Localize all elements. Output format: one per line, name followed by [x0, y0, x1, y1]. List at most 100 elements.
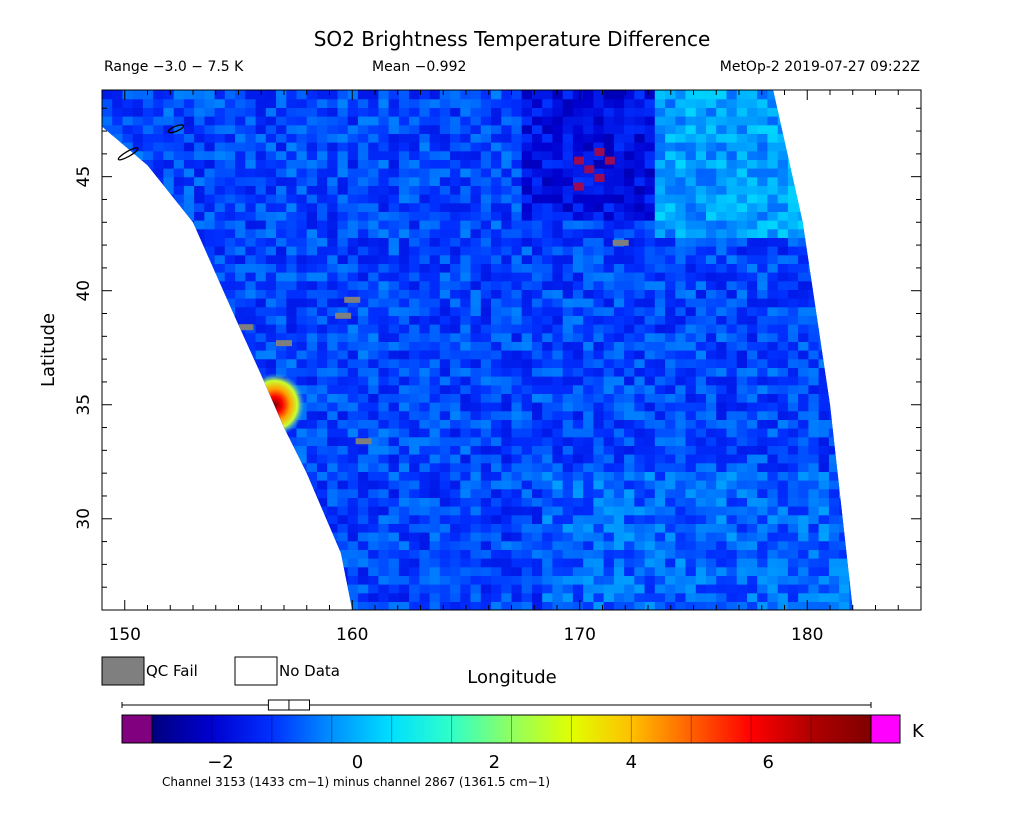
swath-cell	[214, 575, 226, 585]
swath-cell	[818, 272, 830, 282]
swath-cell	[429, 185, 441, 195]
swath-cell	[716, 90, 727, 100]
swath-cell	[122, 506, 134, 516]
swath-cell	[644, 107, 656, 117]
swath-cell	[224, 107, 236, 117]
swath-cell	[860, 333, 871, 342]
swath-cell	[378, 98, 390, 108]
swath-cell	[173, 289, 185, 299]
swath-cell	[378, 220, 390, 230]
swath-cell	[706, 211, 717, 221]
swath-cell	[327, 168, 338, 178]
swath-cell	[388, 445, 400, 455]
swath-cell	[317, 384, 328, 394]
swath-cell	[306, 211, 318, 221]
swath-cell	[695, 116, 707, 126]
swath-cell	[716, 159, 727, 169]
swath-cell	[603, 107, 615, 117]
swath-cell	[583, 367, 594, 377]
swath-cell	[491, 428, 502, 438]
swath-cell	[583, 358, 594, 368]
swath-cell	[839, 202, 850, 212]
swath-cell	[685, 159, 697, 169]
swath-cell	[204, 549, 216, 559]
swath-cell	[378, 332, 390, 342]
swath-cell	[296, 254, 308, 264]
swath-cell	[501, 566, 513, 576]
swath-cell	[255, 220, 267, 230]
swath-cell	[736, 393, 748, 403]
swath-cell	[685, 107, 697, 117]
swath-cell	[583, 341, 594, 351]
swath-cell	[419, 523, 431, 533]
swath-cell	[306, 298, 318, 308]
swath-cell	[470, 272, 482, 282]
swath-cell	[767, 549, 779, 559]
swath-cell	[204, 116, 216, 126]
swath-cell	[368, 436, 379, 446]
swath-cell	[347, 532, 359, 542]
swath-cell	[224, 211, 236, 221]
swath-cell	[736, 376, 748, 386]
swath-cell	[849, 107, 853, 117]
swath-cell	[419, 601, 431, 610]
swath-cell	[818, 532, 830, 542]
swath-cell	[429, 168, 441, 178]
swath-cell	[757, 584, 768, 594]
swath-cell	[276, 558, 287, 568]
swath-cell	[163, 376, 175, 386]
swath-cell	[562, 332, 574, 342]
swath-cell	[716, 176, 727, 186]
swath-cell	[163, 90, 175, 100]
swath-cell	[562, 445, 574, 455]
swath-cell	[736, 532, 748, 542]
swath-cell	[102, 90, 113, 100]
swath-cell	[347, 367, 359, 377]
swath-cell	[552, 566, 564, 576]
swath-cell	[787, 358, 799, 368]
swath-cell	[521, 358, 533, 368]
swath-cell	[357, 246, 369, 256]
swath-cell	[265, 592, 277, 602]
swath-cell	[685, 124, 697, 134]
swath-cell	[716, 436, 727, 446]
swath-cell	[429, 402, 441, 412]
swath-cell	[142, 116, 154, 126]
swath-cell	[798, 133, 809, 143]
swath-cell	[214, 254, 226, 264]
swath-cell	[357, 445, 369, 455]
swath-cell	[828, 558, 840, 568]
swath-cell	[306, 410, 318, 420]
swath-cell	[726, 280, 738, 290]
swath-cell	[306, 254, 318, 264]
swath-cell	[491, 90, 502, 100]
swath-cell	[521, 350, 533, 360]
swath-cell	[603, 306, 615, 316]
swath-cell	[480, 532, 492, 542]
swath-cell	[572, 532, 584, 542]
swath-cell	[695, 211, 707, 221]
swath-cell	[818, 428, 830, 438]
swath-cell	[102, 116, 113, 126]
swath-cell	[716, 116, 727, 126]
swath-cell	[142, 480, 154, 490]
swath-cell	[736, 202, 748, 212]
swath-cell	[235, 367, 246, 377]
swath-cell	[122, 566, 134, 576]
swath-cell	[357, 549, 369, 559]
swath-cell	[706, 280, 717, 290]
swath-cell	[624, 211, 635, 221]
swath-cell	[562, 384, 574, 394]
swath-cell	[276, 324, 287, 334]
swath-cell	[726, 133, 738, 143]
swath-cell	[357, 341, 369, 351]
swath-cell	[439, 298, 451, 308]
swath-cell	[644, 124, 656, 134]
swath-cell	[224, 497, 236, 507]
swath-cell	[317, 306, 328, 316]
swath-cell	[665, 324, 676, 334]
swath-cell	[235, 332, 246, 342]
swath-cell	[388, 367, 400, 377]
swath-cell	[695, 107, 707, 117]
swath-cell	[654, 488, 666, 498]
